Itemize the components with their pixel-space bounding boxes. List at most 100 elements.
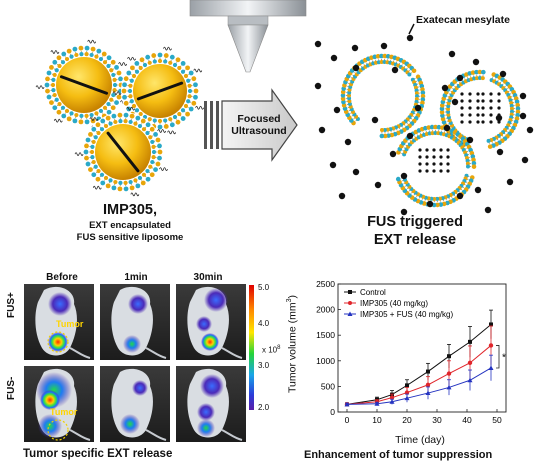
drug-dot-small [425, 155, 429, 159]
drug-dot-small [497, 120, 501, 124]
legend-marker [348, 301, 352, 305]
series-line [346, 367, 492, 405]
drug-dot-small [481, 113, 485, 117]
x-tick-label: 20 [402, 415, 412, 425]
y-tick-label: 1000 [316, 356, 335, 366]
drug-dot [521, 156, 529, 164]
data-point [344, 401, 350, 407]
drug-dot-small [439, 155, 443, 159]
drug-dot-small [460, 113, 464, 117]
released-drug-dots [314, 34, 534, 216]
signal-spot [197, 403, 215, 421]
drug-dot-small [418, 148, 422, 152]
drug-dot [329, 161, 337, 169]
drug-dot [330, 54, 338, 62]
drug-dot-small [432, 148, 436, 152]
col-header-before: Before [46, 272, 78, 283]
scale-tick-3: 3.0 [258, 361, 270, 370]
data-point [404, 395, 410, 401]
drug-dot-small [446, 169, 450, 173]
legend-label: IMP305 (40 mg/kg) [360, 299, 428, 308]
drug-pointer-line [408, 23, 415, 35]
signal-spot [204, 288, 228, 312]
signal-spot [120, 414, 140, 434]
drug-dot-small [418, 155, 422, 159]
tumor-label: Tumor [50, 407, 78, 417]
col-header-30min: 30min [193, 272, 223, 283]
drug-dot [380, 42, 388, 50]
fus-label-line1: Focused [237, 113, 281, 125]
ruptured-liposome-left-a [340, 53, 417, 126]
drug-dot-small [446, 155, 450, 159]
drug-dot-small [489, 106, 493, 110]
drug-dot [443, 124, 451, 132]
signal-spot [48, 292, 72, 316]
data-point [467, 377, 473, 383]
drug-dot-small [460, 106, 464, 110]
drug-dot [333, 106, 341, 114]
plot-frame [337, 283, 507, 413]
drug-dot [318, 126, 326, 134]
imp305-subtitle-1: EXT encapsulated [89, 220, 171, 231]
scale-unit-exp: 8 [277, 345, 281, 351]
drug-dot-small [425, 162, 429, 166]
drug-dot-small [468, 99, 472, 103]
mouse-tail [69, 347, 91, 359]
scale-unit: x 108 [262, 345, 280, 355]
data-point [488, 365, 494, 370]
chart-ylabel-sup: 3 [286, 298, 293, 303]
tumor-circle [47, 419, 69, 441]
drug-dot [484, 206, 492, 214]
triggered-label-1: FUS triggered [367, 214, 463, 230]
intact-liposomes [35, 39, 204, 197]
data-point [389, 399, 395, 404]
signal-spot [38, 414, 62, 438]
drug-dot [519, 112, 527, 120]
signal-spot [40, 390, 60, 410]
liposome-top-left [35, 39, 129, 130]
drug-dot [526, 126, 534, 134]
y-tick-label: 500 [321, 381, 335, 391]
data-point [404, 390, 410, 395]
fus-label-line2: Ultrasound [231, 125, 287, 137]
ruptured-liposomes [340, 53, 521, 208]
drug-dot-small [446, 162, 450, 166]
drug-dot-small [460, 92, 464, 96]
ruptured-liposome-bottom-b [395, 173, 475, 208]
series-line [346, 345, 492, 405]
x-tick-label: 30 [432, 415, 442, 425]
imp305-title: IMP305, [103, 202, 157, 218]
mouse-tail [145, 347, 167, 359]
liposome-bottom [74, 106, 168, 197]
chart-xlabel: Time (day) [395, 434, 445, 446]
tumor-label: Tumor [56, 319, 84, 329]
legend-marker [347, 311, 353, 316]
data-point [446, 371, 452, 376]
chart-ylabel-text: Tumor volume (mm [286, 302, 299, 393]
liposome-top-right [112, 46, 204, 135]
drug-dot [448, 50, 456, 58]
drug-dot [499, 70, 507, 78]
y-tick-label: 2000 [316, 305, 335, 315]
drug-dot [389, 150, 397, 158]
drug-dot-small [481, 92, 485, 96]
signal-spot [196, 316, 212, 332]
significance-bracket [496, 345, 500, 369]
signal-spot [132, 380, 148, 396]
mouse-image-panel [24, 366, 94, 442]
drug-dot [391, 66, 399, 74]
drug-dot [406, 132, 414, 140]
data-point [374, 401, 380, 406]
drug-dot-small [460, 99, 464, 103]
drug-dot-small [418, 162, 422, 166]
y-tick-label: 0 [330, 407, 335, 417]
y-tick-label: 1500 [316, 330, 335, 340]
x-tick-label: 0 [345, 415, 350, 425]
x-tick-label: 40 [462, 415, 472, 425]
series-line [346, 324, 492, 405]
mouse-image-panel [176, 366, 246, 442]
signal-spot [48, 332, 68, 352]
drug-dot [400, 208, 408, 216]
drug-dot [472, 58, 480, 66]
drug-dot-small [481, 99, 485, 103]
